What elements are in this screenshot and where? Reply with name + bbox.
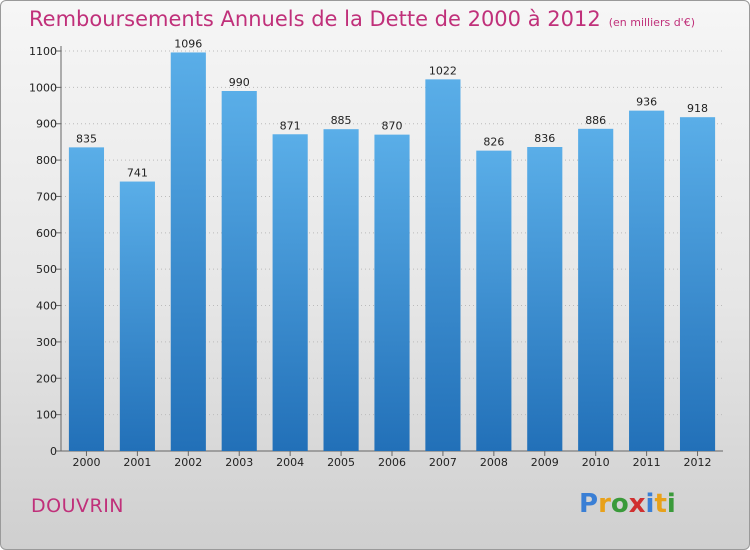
- chart-title: Remboursements Annuels de la Dette de 20…: [29, 7, 695, 31]
- y-tick-label: 400: [36, 300, 57, 313]
- value-label-2000: 835: [76, 132, 97, 145]
- value-label-2008: 826: [483, 136, 504, 149]
- commune-name: DOUVRIN: [31, 495, 125, 517]
- bar-2001: [119, 181, 155, 451]
- y-tick-label: 600: [36, 227, 57, 240]
- bar-2008: [476, 150, 512, 452]
- value-label-2007: 1022: [429, 64, 457, 77]
- y-tick-label: 900: [36, 118, 57, 131]
- chart-title-text: Remboursements Annuels de la Dette de 20…: [29, 7, 601, 31]
- chart-unit-label: (en milliers d'€): [608, 16, 695, 29]
- y-tick-label: 500: [36, 263, 57, 276]
- y-tick-label: 800: [36, 154, 57, 167]
- value-label-2001: 741: [127, 167, 148, 180]
- value-label-2003: 990: [229, 76, 250, 89]
- x-tick-label-2010: 2010: [582, 456, 610, 469]
- bar-2011: [629, 110, 665, 452]
- y-tick-label: 0: [50, 445, 57, 458]
- x-tick-label-2007: 2007: [429, 456, 457, 469]
- x-tick-label-2002: 2002: [174, 456, 202, 469]
- x-tick-label-2005: 2005: [327, 456, 355, 469]
- x-tick-label-2003: 2003: [225, 456, 253, 469]
- value-label-2005: 885: [331, 114, 352, 127]
- bar-2004: [272, 134, 308, 452]
- bar-2010: [578, 128, 614, 451]
- x-tick-label-2008: 2008: [480, 456, 508, 469]
- x-tick-label-2012: 2012: [684, 456, 712, 469]
- x-tick-label-2009: 2009: [531, 456, 559, 469]
- x-tick-label-2011: 2011: [633, 456, 661, 469]
- bar-2012: [679, 117, 716, 451]
- bar-2000: [68, 147, 105, 451]
- value-label-2002: 1096: [174, 37, 202, 50]
- bar-2007: [425, 79, 461, 451]
- bar-2006: [374, 134, 410, 452]
- x-tick-label-2001: 2001: [123, 456, 151, 469]
- bar-2003: [221, 91, 257, 451]
- y-tick-label: 300: [36, 336, 57, 349]
- bar-2002: [170, 52, 206, 452]
- y-tick-label: 100: [36, 409, 57, 422]
- x-tick-label-2000: 2000: [72, 456, 100, 469]
- value-label-2006: 870: [382, 120, 403, 133]
- x-tick-label-2004: 2004: [276, 456, 304, 469]
- value-label-2009: 836: [534, 132, 555, 145]
- x-tick-label-2006: 2006: [378, 456, 406, 469]
- value-label-2011: 936: [636, 96, 657, 109]
- value-label-2010: 886: [585, 114, 606, 127]
- y-tick-label: 200: [36, 372, 57, 385]
- y-tick-label: 1000: [29, 81, 57, 94]
- y-tick-label: 700: [36, 190, 57, 203]
- bar-2009: [527, 147, 563, 451]
- bar-2005: [323, 129, 359, 451]
- brand-logo: Proxiti: [579, 489, 676, 519]
- value-label-2012: 918: [687, 102, 708, 115]
- y-tick-label: 1100: [29, 45, 57, 58]
- value-label-2004: 871: [280, 119, 301, 132]
